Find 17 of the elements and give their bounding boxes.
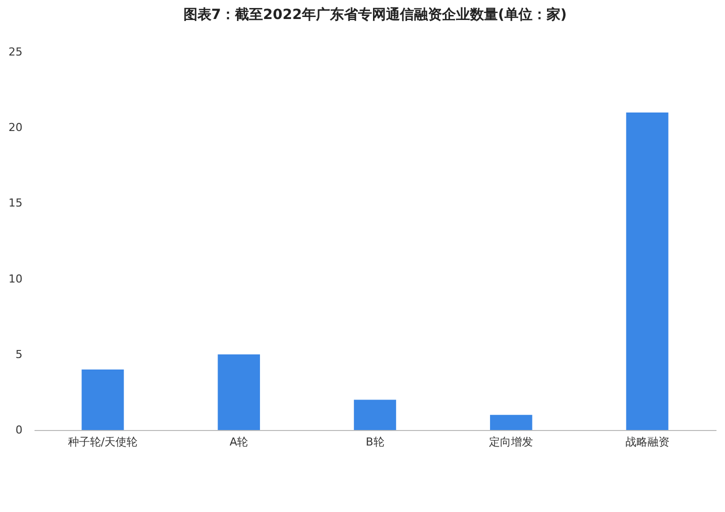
x-tick-label: B轮 <box>366 436 384 448</box>
y-tick-label: 10 <box>8 272 22 286</box>
x-tick-label: A轮 <box>230 436 248 448</box>
bar <box>354 400 396 430</box>
bar <box>218 354 260 430</box>
y-tick-label: 20 <box>8 121 22 134</box>
y-tick-label: 5 <box>16 348 22 361</box>
x-tick-label: 种子轮/天使轮 <box>68 436 138 448</box>
y-tick-label: 15 <box>8 196 22 210</box>
x-tick-label: 定向增发 <box>489 436 534 448</box>
x-tick-label: 战略融资 <box>625 436 670 448</box>
bar <box>626 112 668 430</box>
chart-title: 图表7：截至2022年广东省专网通信融资企业数量(单位：家) <box>183 6 567 23</box>
y-tick-label: 0 <box>16 424 22 436</box>
bar <box>82 370 124 430</box>
bar <box>490 414 532 430</box>
y-tick-label: 25 <box>8 46 22 58</box>
